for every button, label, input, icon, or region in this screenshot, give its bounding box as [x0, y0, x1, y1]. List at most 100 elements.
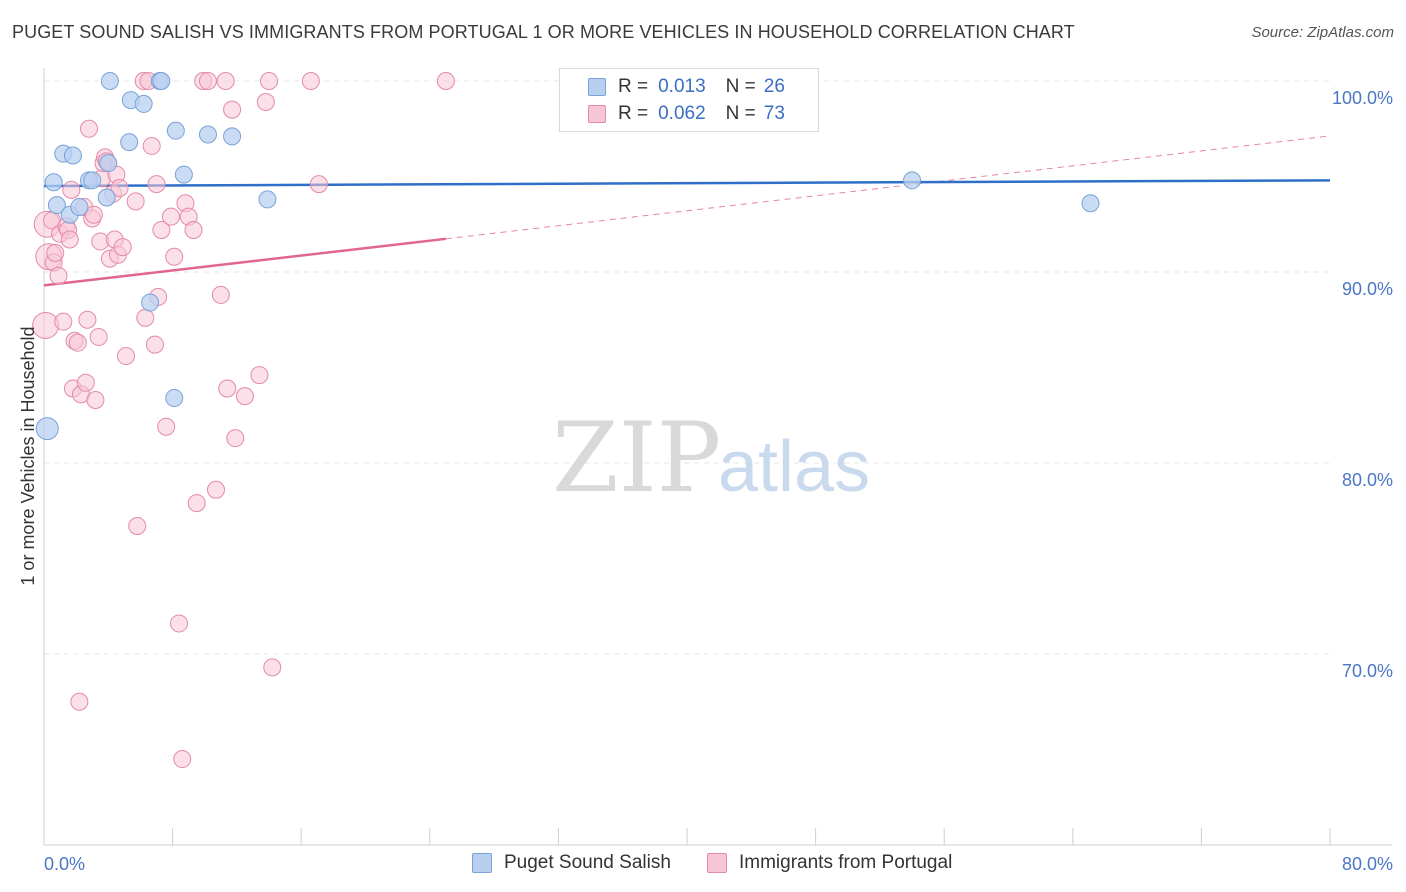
data-point-salish: [165, 389, 184, 408]
data-point-portugal: [113, 238, 132, 257]
data-point-salish: [166, 121, 185, 140]
data-point-portugal: [235, 387, 254, 406]
data-point-portugal: [86, 390, 105, 409]
y-tick-label: 90.0%: [1342, 279, 1393, 299]
data-point-portugal: [62, 180, 81, 199]
data-point-portugal: [84, 205, 103, 224]
y-axis-title: 1 or more Vehicles in Household: [18, 326, 38, 585]
legend-n-value: 73: [763, 103, 785, 124]
data-point-salish: [198, 125, 217, 144]
data-point-portugal: [142, 136, 161, 155]
trend-line-portugal: [43, 237, 447, 287]
trend-lines: [43, 135, 1331, 287]
data-point-salish: [100, 72, 119, 90]
legend-n-label: N =: [725, 103, 756, 124]
legend-item-immigrants-from-portugal: Immigrants from Portugal: [707, 852, 952, 874]
data-point-salish: [258, 190, 277, 209]
data-point-portugal: [216, 72, 235, 90]
y-tick-label: 100.0%: [1332, 88, 1393, 108]
data-point-portugal: [436, 72, 455, 90]
data-point-portugal: [116, 347, 135, 366]
watermark-zip: ZIP: [552, 402, 721, 514]
data-point-salish: [70, 198, 89, 217]
data-point-salish: [99, 154, 118, 173]
legend-swatch-pink: [707, 853, 727, 873]
series-immigrants-from-portugal: [32, 72, 455, 769]
data-point-portugal: [256, 93, 275, 112]
data-point-portugal: [60, 230, 79, 249]
stats-legend: R = 0.013 N = 26 R = 0.062 N = 73: [559, 68, 819, 132]
legend-r-value: 0.062: [658, 103, 706, 124]
x-tick-label: 80.0%: [1342, 854, 1393, 874]
data-point-portugal: [145, 335, 164, 354]
legend-n-value: 26: [763, 76, 785, 97]
source-credit: Source: ZipAtlas.com: [1251, 24, 1394, 41]
trend-line-portugal-extension: [445, 135, 1327, 240]
legend-swatch-blue: [588, 78, 606, 96]
legend-row-salish: R = 0.013 N = 26: [588, 75, 785, 99]
data-point-portugal: [49, 266, 68, 285]
data-point-salish: [223, 127, 242, 146]
data-point-salish: [97, 188, 116, 207]
data-point-portugal: [147, 175, 166, 194]
tick-labels: 100.0% 90.0% 80.0% 70.0% 0.0% 80.0%: [44, 88, 1393, 874]
data-point-portugal: [152, 220, 171, 239]
trend-line-salish: [43, 179, 1331, 188]
data-point-portugal: [260, 72, 279, 90]
data-point-salish: [47, 196, 66, 215]
legend-r-label: R =: [618, 76, 649, 97]
data-point-portugal: [70, 692, 89, 711]
data-point-portugal: [301, 72, 320, 90]
data-point-portugal: [207, 480, 226, 499]
data-point-portugal: [46, 243, 65, 262]
data-point-portugal: [161, 207, 180, 226]
data-point-salish: [44, 173, 63, 192]
data-point-salish: [141, 293, 160, 312]
data-point-portugal: [173, 750, 192, 769]
data-point-portugal: [309, 175, 328, 194]
legend-swatch-pink: [588, 105, 606, 123]
data-point-portugal: [54, 312, 73, 331]
x-tick-label: 0.0%: [44, 854, 85, 874]
data-point-portugal: [165, 247, 184, 266]
legend-r-label: R =: [618, 103, 649, 124]
data-point-portugal: [89, 327, 108, 346]
axes: [43, 68, 1392, 846]
data-point-salish: [63, 146, 82, 165]
series-puget-sound-salish: [35, 72, 1100, 441]
series-legend: Puget Sound Salish Immigrants from Portu…: [0, 852, 1406, 878]
data-point-salish: [120, 133, 139, 152]
y-tick-label: 80.0%: [1342, 470, 1393, 490]
data-point-portugal: [263, 658, 282, 677]
data-point-portugal: [157, 417, 176, 436]
data-point-portugal: [198, 72, 217, 90]
gridlines: [44, 80, 1330, 655]
data-point-salish: [1081, 194, 1100, 213]
data-point-portugal: [126, 192, 145, 211]
data-point-salish: [903, 171, 922, 190]
data-point-salish: [83, 171, 102, 190]
data-point-salish: [134, 94, 153, 113]
data-point-salish: [35, 417, 59, 441]
data-point-portugal: [250, 366, 269, 385]
data-point-portugal: [68, 333, 87, 352]
data-point-salish: [174, 165, 193, 184]
data-point-portugal: [78, 310, 97, 329]
legend-row-portugal: R = 0.062 N = 73: [588, 102, 785, 126]
legend-series-label: Immigrants from Portugal: [739, 852, 953, 873]
data-point-portugal: [187, 494, 206, 513]
legend-n-label: N =: [725, 76, 756, 97]
data-point-portugal: [211, 285, 230, 304]
y-tick-label: 70.0%: [1342, 661, 1393, 681]
watermark-atlas: atlas: [718, 427, 870, 507]
chart-title: PUGET SOUND SALISH VS IMMIGRANTS FROM PO…: [12, 22, 1075, 42]
data-point-portugal: [128, 517, 147, 536]
watermark: ZIP atlas: [552, 402, 870, 514]
data-point-salish: [152, 72, 171, 90]
data-point-portugal: [226, 429, 245, 448]
legend-item-puget-sound-salish: Puget Sound Salish: [472, 852, 671, 874]
data-point-portugal: [223, 100, 242, 119]
legend-series-label: Puget Sound Salish: [504, 852, 671, 873]
data-point-portugal: [170, 614, 189, 633]
